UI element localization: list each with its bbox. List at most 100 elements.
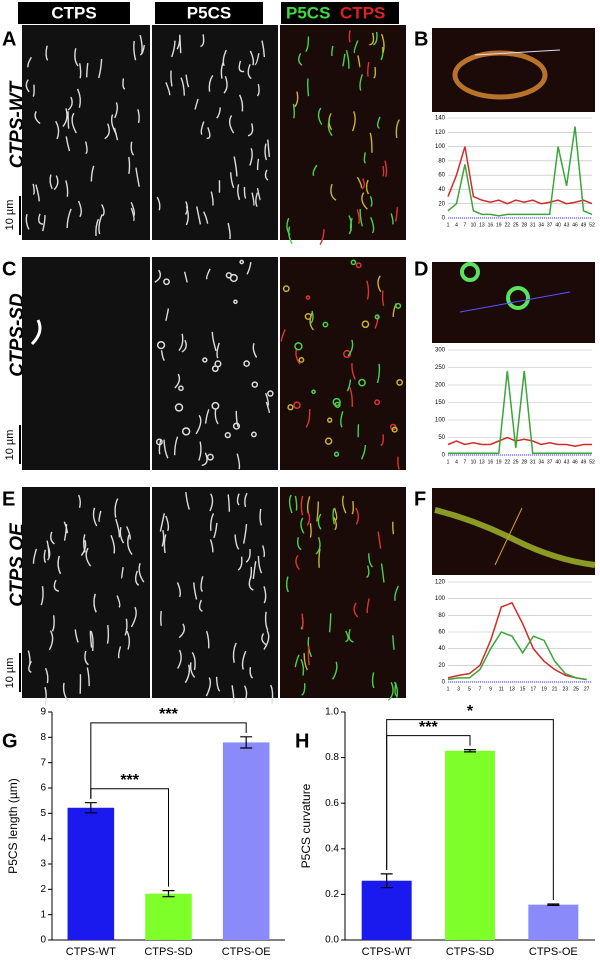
structure <box>361 192 368 210</box>
micrograph <box>152 487 278 698</box>
structure <box>173 436 179 456</box>
structure <box>200 576 204 593</box>
x-tick-label: 46 <box>572 222 578 228</box>
structure <box>77 200 82 218</box>
x-tick-label: 25 <box>513 222 519 228</box>
structure <box>311 389 316 395</box>
structure <box>300 517 305 534</box>
structure <box>161 529 165 547</box>
structure <box>331 45 334 57</box>
structure <box>318 548 321 568</box>
structure <box>93 593 97 613</box>
structure <box>303 653 309 671</box>
y-tick-label: 80 <box>438 158 445 164</box>
structure <box>390 213 394 225</box>
series-line <box>447 126 593 217</box>
structure <box>262 545 266 558</box>
structure <box>48 630 54 651</box>
error-bar <box>380 873 393 889</box>
structure <box>243 685 248 701</box>
profile-line <box>459 291 571 313</box>
structure <box>180 77 186 96</box>
structure <box>204 409 210 424</box>
header-label: CTPS <box>340 3 385 22</box>
structure <box>30 319 42 346</box>
structure <box>298 53 303 66</box>
structure <box>86 667 90 687</box>
structure <box>185 74 190 88</box>
panel-label: E <box>2 488 15 510</box>
structure <box>85 547 92 567</box>
panel-label: C <box>2 258 16 280</box>
structure <box>171 40 176 58</box>
significance-bracket <box>386 719 554 900</box>
y-tick-label: 20 <box>438 663 445 669</box>
structure <box>369 196 373 207</box>
structure <box>220 62 224 79</box>
structure <box>288 494 293 514</box>
structure <box>300 658 305 676</box>
header-label: CTPS <box>51 3 96 22</box>
x-tick-label: 7 <box>479 686 482 692</box>
structure <box>229 172 235 189</box>
structure <box>250 431 257 438</box>
profile-line <box>474 49 561 56</box>
x-tick-label: 46 <box>572 459 578 465</box>
structure <box>209 493 214 512</box>
significance-label: * <box>467 703 474 720</box>
y-tick-label: 0 <box>40 935 46 946</box>
series-line <box>448 370 592 454</box>
y-tick-label: 150 <box>435 400 446 406</box>
structure <box>382 165 385 177</box>
x-tick-label: 34 <box>538 459 544 465</box>
structure <box>327 119 333 137</box>
structure <box>44 667 49 684</box>
structure <box>394 585 399 601</box>
x-tick-label: 40 <box>555 222 561 228</box>
structure <box>347 339 354 357</box>
structure <box>126 630 131 650</box>
structure <box>346 379 352 392</box>
x-tick-label: 49 <box>581 222 587 228</box>
structure <box>376 363 381 384</box>
structure <box>101 204 105 217</box>
structure <box>63 524 68 541</box>
x-tick-label: 10 <box>471 459 477 465</box>
structure <box>32 183 35 195</box>
structure <box>98 58 103 79</box>
structure <box>287 404 294 411</box>
structure <box>80 540 87 556</box>
bar <box>145 893 192 940</box>
structure <box>95 218 100 236</box>
structure <box>297 537 302 551</box>
structure <box>306 496 311 514</box>
y-tick-label: 6 <box>40 783 46 794</box>
structure <box>156 340 166 350</box>
structure <box>239 259 245 265</box>
structure <box>280 329 286 342</box>
structure <box>115 518 121 538</box>
structure <box>351 501 355 515</box>
structure <box>241 650 247 670</box>
structure <box>332 508 336 525</box>
structure <box>370 217 375 234</box>
header-label: P5CS <box>187 3 231 22</box>
structure <box>178 333 184 351</box>
structure <box>89 630 93 648</box>
micrograph <box>22 25 150 240</box>
y-tick-label: 0.6 <box>325 798 339 809</box>
structure <box>205 268 211 280</box>
structure <box>380 563 385 583</box>
y-tick-label: 0 <box>442 680 446 686</box>
y-tick-label: 20 <box>438 201 445 207</box>
structure <box>312 164 318 177</box>
y-tick-label: 100 <box>435 144 446 150</box>
micrograph <box>152 25 278 240</box>
structure <box>228 115 235 134</box>
header-box <box>18 2 130 24</box>
structure <box>319 229 325 245</box>
structure <box>116 595 121 608</box>
x-tick-label: 25 <box>513 459 519 465</box>
y-tick-label: 250 <box>435 365 446 371</box>
structure <box>231 685 235 704</box>
